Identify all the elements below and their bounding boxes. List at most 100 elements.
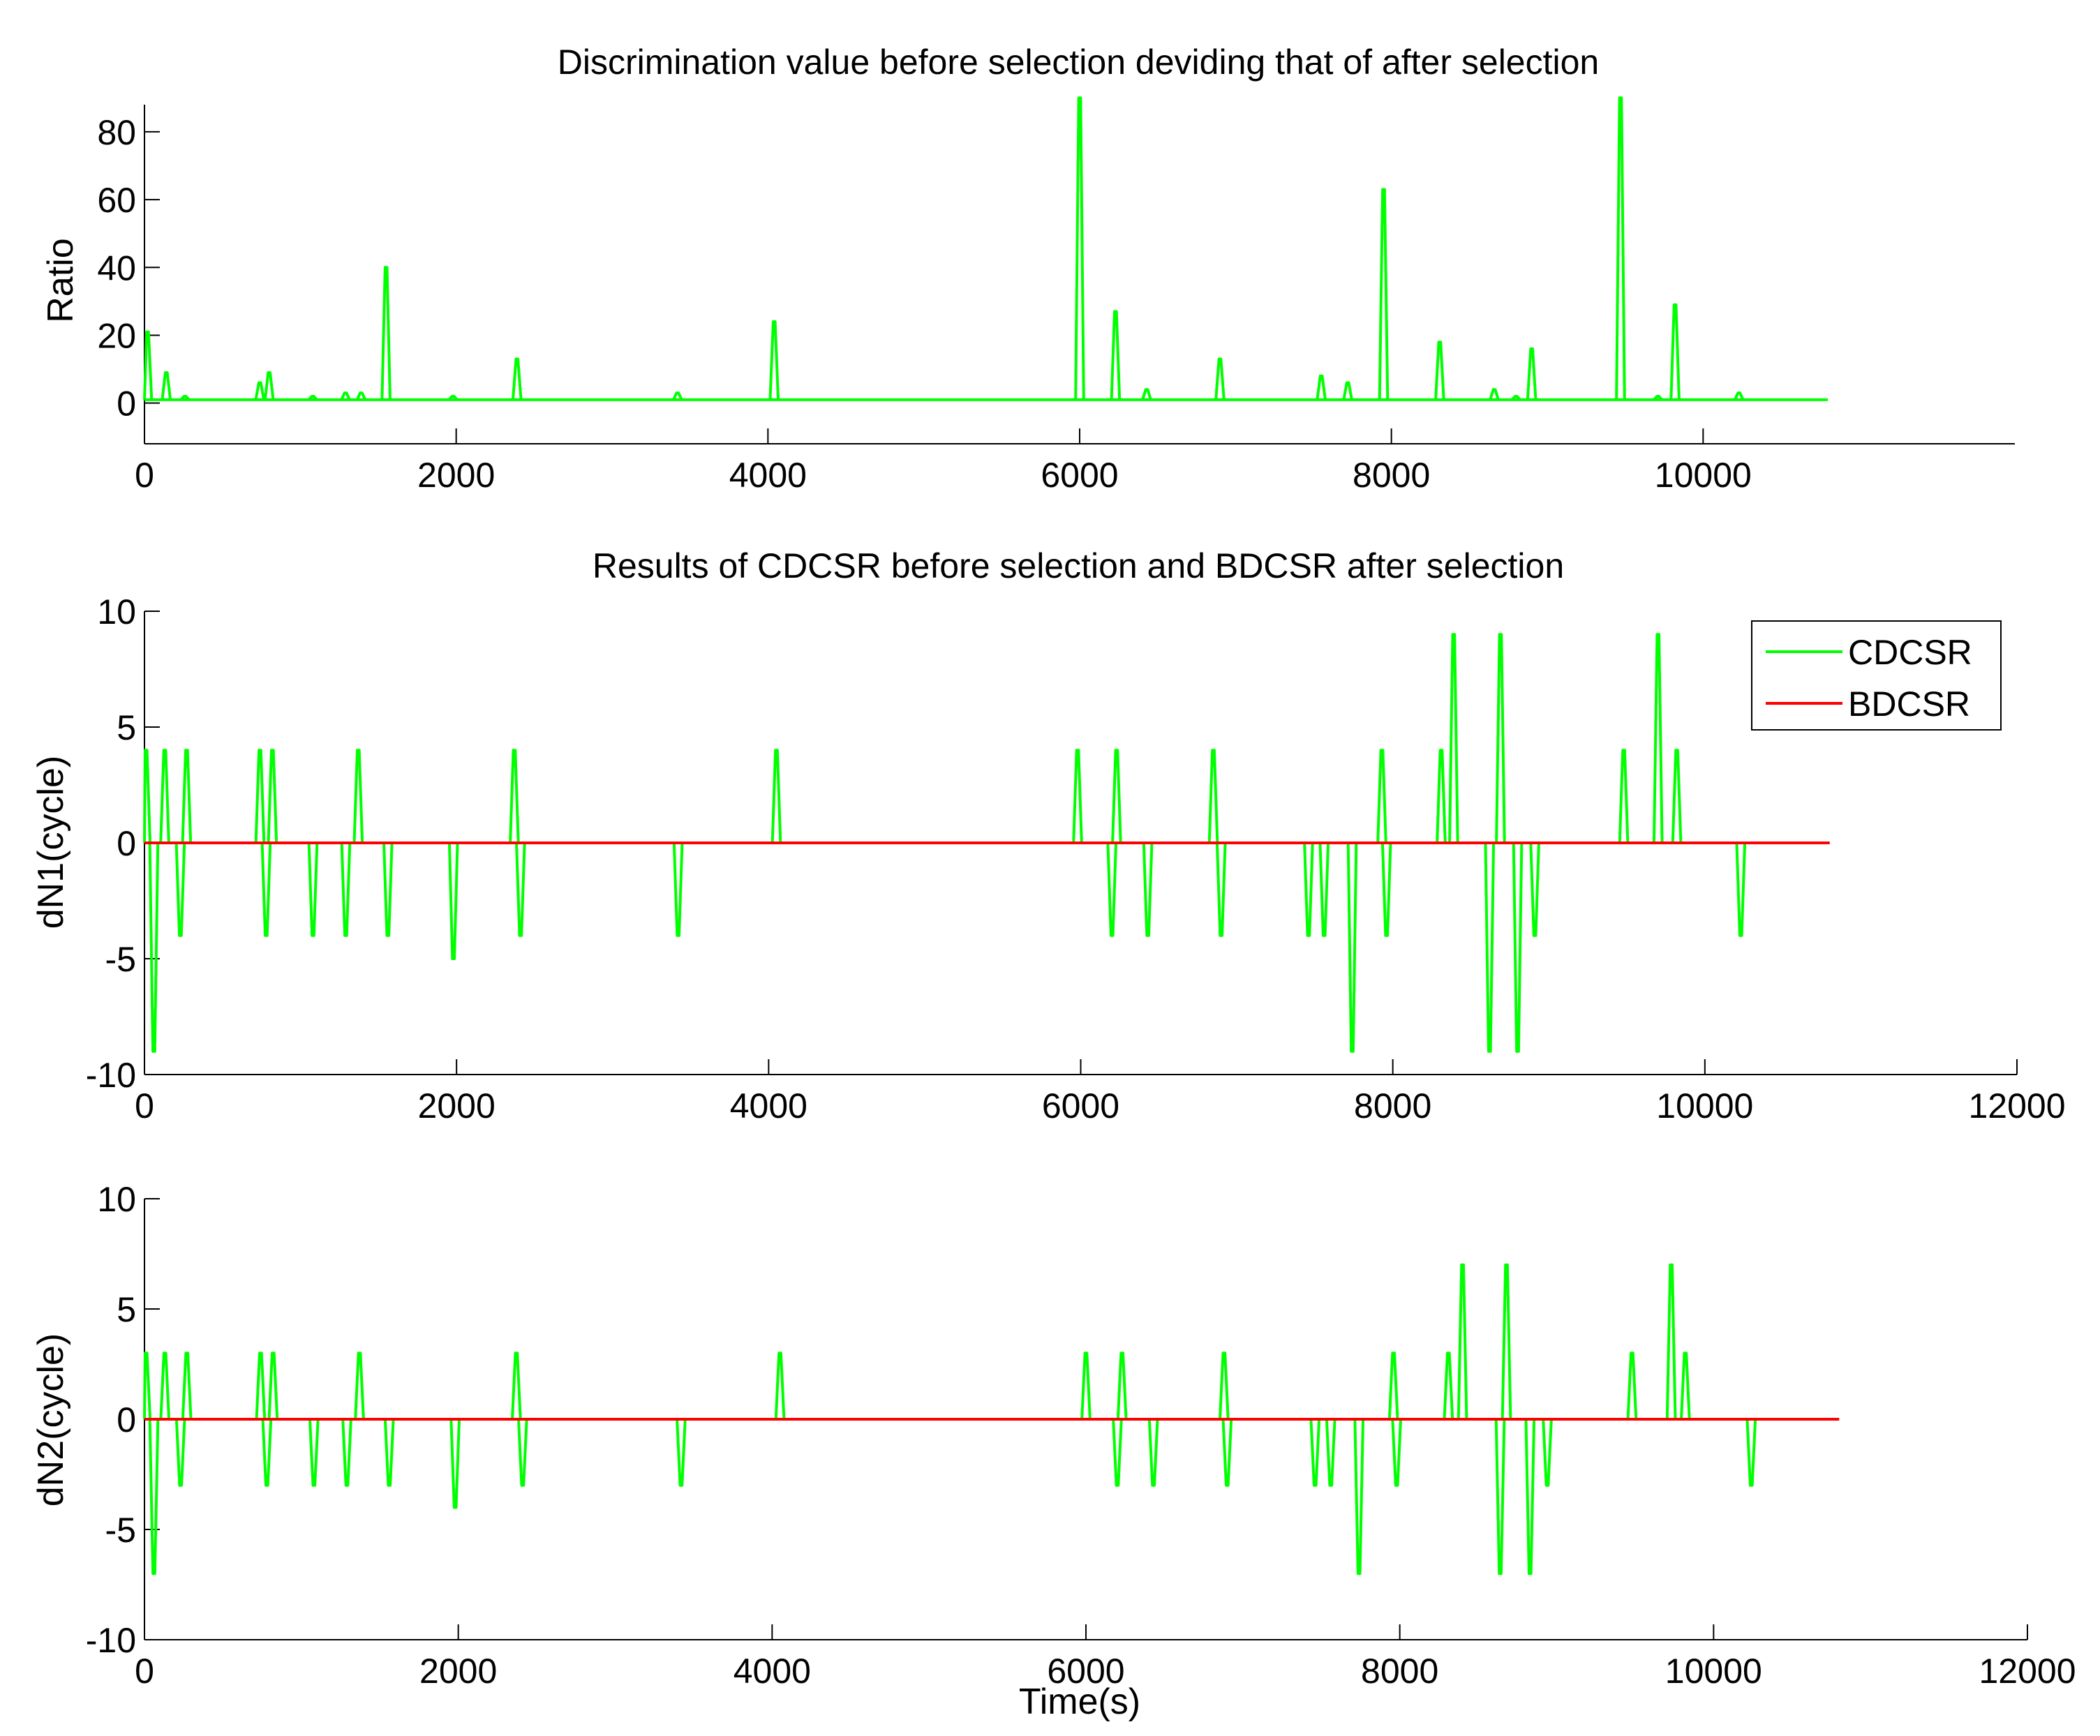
series-ratio-spike (1342, 381, 1353, 401)
series-ratio-spike (263, 371, 275, 401)
series-cdcsr-spike (352, 749, 364, 844)
series-cdcsr-spike (1111, 749, 1122, 844)
series-cdcsr-spike (774, 1352, 786, 1420)
dn1-panel: Results of CDCSR before selection and BD… (31, 546, 2066, 1125)
y-tick-label: -5 (105, 940, 136, 979)
series-ratio-spike (1074, 96, 1085, 400)
x-tick-label: 0 (135, 1086, 154, 1125)
y-tick-label: 5 (117, 1290, 136, 1329)
ratio-panel: Discrimination value before selection de… (40, 43, 2015, 495)
series-cdcsr-spike (1106, 842, 1118, 937)
series-cdcsr-spike (1735, 842, 1747, 937)
legend-label-bdcsr: BDCSR (1848, 684, 1970, 724)
series-cdcsr-spike (174, 1419, 186, 1487)
series-cdcsr-spike (1391, 1419, 1403, 1487)
series-cdcsr-spike (148, 1419, 160, 1576)
dn1-series (143, 633, 1830, 1053)
series-ratio-spike (254, 381, 266, 401)
series-cdcsr-spike (254, 749, 266, 844)
x-tick-label: 0 (135, 456, 154, 495)
series-cdcsr-spike (1318, 842, 1330, 937)
series-cdcsr-spike (1495, 633, 1506, 844)
series-cdcsr-spike (517, 1419, 528, 1487)
series-ratio-spike (1734, 391, 1745, 401)
y-tick-label: 60 (97, 181, 136, 220)
y-tick-label: 10 (97, 1180, 136, 1219)
series-ratio-spike (1511, 394, 1521, 401)
series-cdcsr-spike (770, 749, 782, 844)
series-cdcsr-spike (1303, 842, 1314, 937)
x-tick-label: 10000 (1656, 1086, 1753, 1125)
legend-label-cdcsr: CDCSR (1848, 633, 1972, 672)
series-ratio-spike (179, 394, 191, 401)
series-cdcsr-spike (1745, 1419, 1757, 1487)
series-cdcsr-spike (449, 1419, 461, 1509)
series-cdcsr-spike (260, 842, 272, 937)
y-tick-label: 20 (97, 316, 136, 355)
series-cdcsr-spike (1147, 1419, 1159, 1487)
x-tick-label: 8000 (1361, 1652, 1438, 1691)
series-cdcsr-spike (1443, 1352, 1454, 1420)
series-ratio-spike (340, 391, 351, 401)
y-tick-label: -5 (105, 1511, 136, 1550)
series-cdcsr-spike (340, 842, 352, 937)
series-cdcsr-spike (1484, 842, 1496, 1053)
series-ratio-spike (672, 391, 683, 401)
series-cdcsr-spike (308, 1419, 320, 1487)
x-tick-label: 4000 (733, 1652, 811, 1691)
series-ratio-spike (1434, 341, 1445, 400)
series-cdcsr-spike (255, 1352, 267, 1420)
x-tick-label: 0 (135, 1652, 154, 1691)
series-cdcsr-spike (676, 1419, 687, 1487)
dn2-panel: dN2(cycle) 0 2000 4000 6000 8000 10000 12000 -1… (31, 1180, 2076, 1722)
series-cdcsr-spike (383, 1419, 395, 1487)
series-ratio-spike (1489, 388, 1500, 401)
x-tick-label: 2000 (419, 1652, 497, 1691)
series-cdcsr-spike (672, 842, 684, 937)
series-cdcsr-spike (1387, 1352, 1399, 1420)
dn2-x-label: Time(s) (1019, 1682, 1140, 1722)
series-cdcsr-spike (1671, 749, 1683, 844)
y-tick-label: 5 (117, 708, 136, 747)
series-cdcsr-spike (1457, 1263, 1468, 1420)
series-cdcsr-spike (382, 842, 394, 937)
x-tick-label: 4000 (730, 1086, 807, 1125)
series-cdcsr-spike (341, 1419, 352, 1487)
dn2-series (143, 1263, 1840, 1576)
series-cdcsr-spike (1221, 1419, 1233, 1487)
series-ratio-spike (307, 394, 318, 401)
series-cdcsr-spike (1116, 1352, 1128, 1420)
series-cdcsr-spike (261, 1419, 273, 1487)
series-cdcsr-spike (1524, 1419, 1536, 1576)
legend-box (1751, 620, 2002, 731)
series-ratio-spike (1141, 388, 1152, 401)
series-cdcsr-spike (511, 1352, 522, 1420)
series-ratio-spike (161, 371, 172, 401)
y-tick-label: 40 (97, 248, 136, 287)
series-cdcsr-spike (143, 1352, 152, 1420)
x-tick-label: 6000 (1041, 456, 1118, 495)
series-cdcsr-spike (354, 1352, 365, 1420)
x-tick-label: 10000 (1655, 456, 1752, 495)
dn1-title: Results of CDCSR before selection and BD… (593, 546, 1564, 585)
y-tick-label: 80 (97, 113, 136, 152)
y-tick-label: 0 (117, 1400, 136, 1439)
legend: CDCSR BDCSR (1751, 620, 2002, 731)
y-tick-label: 0 (117, 384, 136, 424)
series-cdcsr-spike (1219, 1352, 1230, 1420)
series-cdcsr-spike (1512, 842, 1524, 1053)
ratio-series (143, 96, 1828, 401)
y-tick-label: -10 (86, 1621, 136, 1660)
series-cdcsr-spike (1529, 842, 1540, 937)
series-cdcsr-spike (1618, 749, 1630, 844)
series-ratio-spike (1378, 188, 1390, 400)
ratio-axes: 0 2000 4000 6000 8000 10000 0 20 40 60 80 (97, 105, 2015, 495)
series-cdcsr-spike (1436, 749, 1447, 844)
series-ratio-spike (1316, 374, 1327, 401)
dn1-y-label: dN1(cycle) (31, 756, 71, 929)
series-ratio-spike (1526, 347, 1537, 400)
series-cdcsr-spike (1346, 842, 1358, 1053)
series-cdcsr-spike (515, 842, 526, 937)
series-cdcsr-spike (1500, 1263, 1512, 1420)
